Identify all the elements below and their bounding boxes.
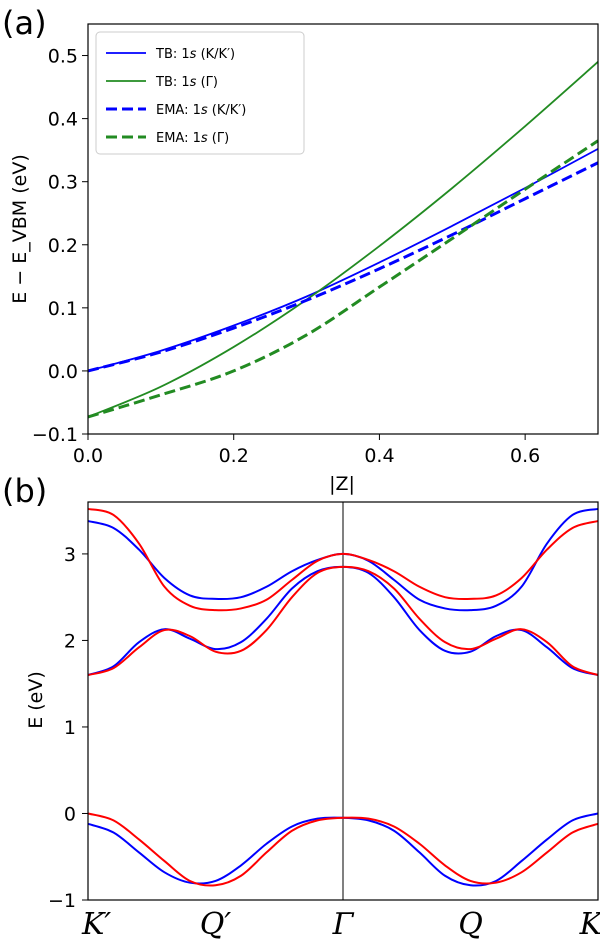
legend-italic: s: [190, 75, 197, 90]
panel-a-frame: [87, 23, 599, 435]
x-tick-label: 0.4: [364, 445, 394, 467]
legend-label-1: TB: 1s (K/K′): [155, 47, 235, 62]
k-point-label: K′: [81, 907, 111, 942]
y-tick-label: 0.0: [48, 361, 78, 383]
panel-a-x-axis-label: |Z|: [329, 473, 355, 495]
y-tick-label: −1: [48, 890, 76, 912]
y-tick-label: −0.1: [32, 424, 78, 446]
series-line-4: [87, 139, 599, 419]
series-line-3: [87, 161, 599, 373]
panel-b-k-point-labels: K′ Q′ Γ Q K: [81, 907, 600, 942]
legend-label-3: EMA: 1s (K/K′): [156, 103, 246, 118]
panel-a-x-ticks: 0.0 0.2 0.4 0.6: [73, 434, 540, 467]
band-line-4: [87, 565, 599, 677]
k-point-label: Q: [458, 907, 483, 942]
panel-b-y-ticks: −1 0 1 2 3: [48, 544, 88, 912]
legend-label-4: EMA: 1s (Γ): [156, 131, 229, 146]
panel-a: (a) −0.10.00.10.20.30.40.5 0.0 0.2 0.4 0.6 …: [2, 4, 599, 495]
legend-prefix: EMA: 1: [156, 131, 201, 146]
panel-a-label: (a): [2, 4, 47, 42]
x-tick-label: 0.6: [510, 445, 540, 467]
panel-a-y-axis-label: E − E_VBM (eV): [9, 154, 31, 304]
series-line-1: [87, 148, 599, 372]
legend-italic: s: [201, 131, 208, 146]
y-tick-label: 0: [64, 803, 76, 825]
legend-box: [95, 31, 305, 155]
y-tick-label: 0.3: [48, 172, 78, 194]
band-line-6: [87, 812, 599, 887]
legend-suffix: (K/K′): [196, 47, 235, 62]
legend-suffix: (Γ): [196, 75, 218, 90]
y-tick-label: 3: [64, 544, 76, 566]
legend-suffix: (Γ): [208, 131, 230, 146]
panel-a-legend: TB: 1s (K/K′)TB: 1s (Γ)EMA: 1s (K/K′)EMA…: [95, 31, 305, 155]
panel-a-curves: [87, 61, 599, 419]
x-tick-label: 0.2: [219, 445, 249, 467]
series-line-2: [87, 61, 599, 418]
legend-italic: s: [201, 103, 208, 118]
x-tick-label: 0.0: [73, 445, 103, 467]
legend-prefix: TB: 1: [155, 75, 190, 90]
panel-b-frame: [87, 501, 599, 901]
panel-b-y-axis-label: E (eV): [25, 671, 47, 729]
k-point-label: Q′: [200, 907, 232, 942]
y-tick-label: 1: [64, 717, 76, 739]
panel-b-curves: [87, 507, 599, 887]
y-tick-label: 2: [64, 630, 76, 652]
panel-a-y-ticks: −0.1 0.0 0.1 0.2 0.3 0.4 0.5: [32, 46, 88, 446]
legend-label-2: TB: 1s (Γ): [155, 75, 218, 90]
band-line-2: [87, 507, 599, 612]
panel-b: (b) −1 0 1 2 3 K′ Q′ Γ Q K E (eV): [2, 472, 600, 942]
y-tick-label: 0.4: [48, 109, 78, 131]
panel-b-label: (b): [2, 472, 47, 510]
legend-prefix: EMA: 1: [156, 103, 201, 118]
legend-italic: s: [190, 47, 197, 62]
y-tick-label: 0.1: [48, 298, 78, 320]
y-tick-label: 0.5: [48, 46, 78, 68]
k-point-label: K: [579, 907, 600, 942]
legend-prefix: TB: 1: [155, 47, 190, 62]
y-tick-label: 0.2: [48, 235, 78, 257]
legend-suffix: (K/K′): [208, 103, 247, 118]
k-point-label: Γ: [332, 907, 355, 942]
